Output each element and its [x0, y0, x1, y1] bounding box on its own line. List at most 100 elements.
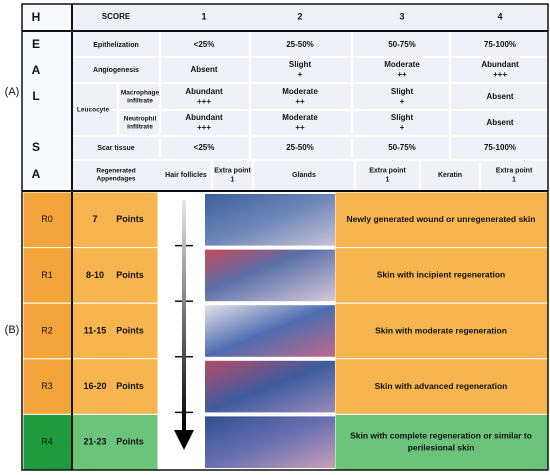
cell: Extra point [496, 167, 533, 174]
cell: Extra point [369, 167, 406, 174]
cell: Extra point [214, 167, 251, 174]
cell: Moderate [384, 60, 420, 69]
description-cell [334, 191, 549, 249]
letters-bg [22, 4, 72, 190]
header-cell: 4 [497, 11, 502, 21]
points: 21-23 [83, 437, 106, 447]
histology-image [205, 249, 335, 302]
cell: ++ [397, 70, 407, 79]
cell: ++ [295, 97, 305, 106]
row-label: infiltrate [127, 98, 153, 105]
description: Skin with moderate regeneration [375, 325, 507, 335]
heal-letter: H [32, 10, 41, 24]
cell: +++ [493, 70, 507, 79]
cell: Moderate [282, 113, 318, 122]
header-cell: 3 [399, 11, 404, 21]
description-cell [334, 413, 549, 471]
cell: Slight [391, 113, 414, 122]
description: perilesional skin [408, 442, 475, 452]
grade: R4 [41, 437, 53, 447]
cell: Slight [391, 87, 414, 96]
header-cell: SCORE [102, 12, 131, 21]
panel-label: (B) [5, 324, 20, 336]
cell: + [400, 97, 405, 106]
description: Skin with incipient regeneration [377, 270, 505, 280]
cell: +++ [197, 123, 211, 132]
description: Newly generated wound or unregenerated s… [347, 214, 536, 224]
points-cell [71, 302, 159, 360]
cell: <25% [194, 143, 215, 152]
cell: ++ [295, 123, 305, 132]
cell: Abundant [481, 60, 519, 69]
cell: 25-50% [286, 40, 314, 49]
row-label: Epithelization [93, 42, 139, 49]
arrow-head [174, 430, 194, 450]
points-cell [71, 191, 159, 249]
cell: Hair follicles [165, 172, 207, 179]
points: 16-20 [83, 381, 106, 391]
row-label: Scar tissue [97, 145, 134, 152]
cell: Moderate [282, 87, 318, 96]
histology-image [205, 194, 335, 246]
grade: R1 [41, 270, 53, 280]
cell: Absent [486, 92, 513, 101]
cell: 1 [386, 176, 390, 183]
points: 7 [92, 214, 97, 224]
description: Skin with advanced regeneration [375, 381, 508, 391]
cell: 1 [231, 176, 235, 183]
points-cell [71, 413, 159, 471]
cell: Abundant [185, 113, 223, 122]
cell: <25% [194, 40, 215, 49]
cell: Glands [292, 172, 316, 179]
grade: R0 [41, 214, 53, 224]
points: 11-15 [84, 325, 107, 335]
heal-letter: A [32, 167, 41, 181]
cell: 25-50% [286, 143, 314, 152]
row-label: Leucocyte [77, 107, 110, 114]
description-cell [334, 302, 549, 360]
heal-letter: S [32, 140, 40, 154]
points-unit: Points [116, 214, 144, 224]
row-label: Regenerated [96, 168, 135, 175]
heal-letter: L [32, 89, 39, 103]
cell: + [400, 123, 405, 132]
description-cell [334, 358, 549, 415]
row-label: infiltrate [127, 124, 153, 131]
cell: Absent [190, 65, 217, 74]
points-unit: Points [116, 270, 144, 280]
histology-image [205, 305, 335, 357]
row-label: Appendages [96, 176, 135, 183]
row-label: Neutrophil [124, 116, 157, 123]
row-label: Macrophage [121, 90, 160, 97]
cell: 50-75% [388, 40, 416, 49]
heal-letter: A [32, 63, 41, 77]
cell: 75-100% [484, 40, 516, 49]
cell: Absent [486, 118, 513, 127]
histology-image [205, 360, 335, 413]
points-unit: Points [116, 381, 144, 391]
cell: Abundant [185, 87, 223, 96]
points-unit: Points [116, 437, 144, 447]
points-unit: Points [116, 325, 144, 335]
cell: 50-75% [388, 143, 416, 152]
cell: Keratin [438, 172, 462, 179]
arrow-shaft [182, 200, 186, 432]
header-cell: 2 [297, 11, 302, 21]
histology-image [205, 416, 335, 468]
description: Skin with complete regeneration or simil… [350, 430, 532, 440]
frame [21, 3, 549, 471]
cell: Slight [289, 60, 312, 69]
grade-cell [22, 413, 73, 471]
grade-cell [22, 302, 73, 360]
points: 8-10 [86, 270, 104, 280]
cell: + [298, 70, 303, 79]
points-cell [71, 247, 159, 304]
grade-cell [22, 247, 73, 304]
grade: R3 [41, 381, 53, 391]
panel-label: (A) [5, 86, 20, 98]
header-cell: 1 [201, 11, 206, 21]
cell: 1 [512, 176, 516, 183]
cell: 75-100% [484, 143, 516, 152]
